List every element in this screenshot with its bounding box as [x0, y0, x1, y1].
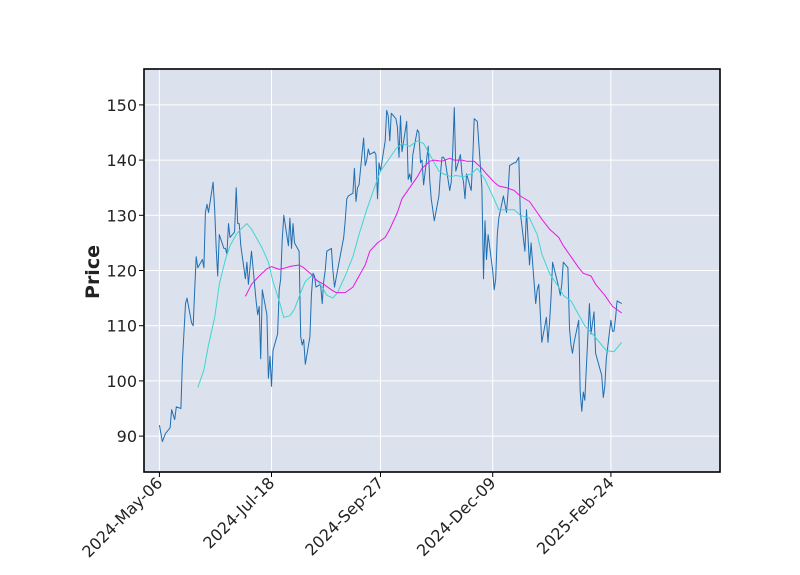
y-tick-label: 150	[106, 96, 137, 115]
y-axis-ticks: 90 100 110 120 130 140 150	[106, 96, 144, 446]
y-tick-label: 100	[106, 372, 137, 391]
x-tick-label: 2025-Feb-24	[533, 473, 618, 558]
x-tick-label: 2024-May-06	[78, 473, 166, 561]
short-moving-average-line	[197, 140, 623, 388]
y-tick-label: 130	[106, 206, 137, 225]
y-axis-label: Price	[82, 245, 104, 299]
x-tick-label: 2024-Sep-27	[301, 473, 387, 559]
x-tick-label: 2024-Jul-18	[199, 473, 278, 552]
y-tick-label: 110	[106, 317, 137, 336]
x-axis-ticks: 2024-May-06 2024-Jul-18 2024-Sep-27 2024-De…	[78, 472, 618, 561]
x-tick-label: 2024-Dec-09	[413, 473, 500, 560]
y-tick-label: 90	[117, 427, 137, 446]
y-tick-label: 120	[106, 262, 137, 281]
series-group	[158, 107, 623, 443]
price-line	[158, 107, 622, 443]
long-moving-average-line	[244, 157, 622, 314]
y-tick-label: 140	[106, 151, 137, 170]
